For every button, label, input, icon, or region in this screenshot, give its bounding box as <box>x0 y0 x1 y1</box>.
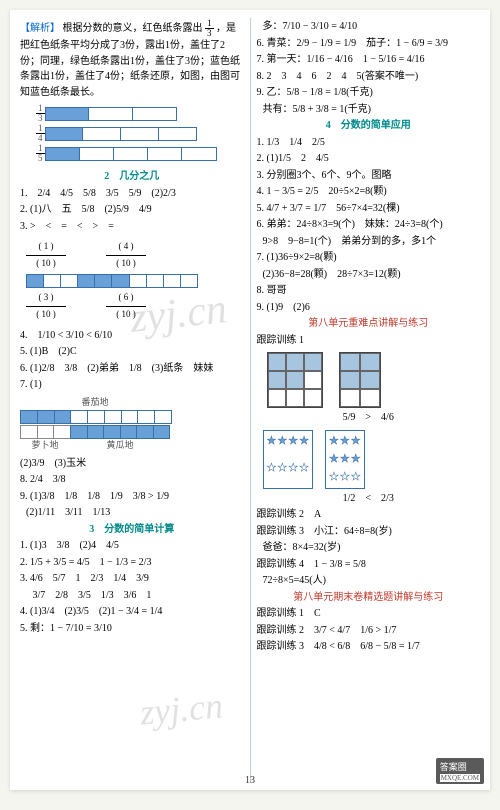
bar-1-3 <box>45 107 177 121</box>
badge-bottom: MXQE.COM <box>440 774 480 782</box>
bar-row: 14 <box>32 124 244 143</box>
s3-1: 1. (1)3 3/8 (2)4 4/5 <box>20 538 244 554</box>
r9: 9. 乙：5/8 − 1/8 = 1/8(千克) <box>257 85 481 101</box>
stars-1-2: ★★★★ ★★★★ <box>263 430 314 489</box>
fraction-bars: 13 14 15 <box>32 104 244 163</box>
bar-label: 13 <box>36 104 45 123</box>
s4-6: 6. 弟弟：24÷8×3=9(个) 妹妹：24÷3=8(个) <box>257 217 481 233</box>
grid-5-9 <box>267 352 323 408</box>
column-divider <box>250 18 251 782</box>
s3-5: 5. 剩：1 − 7/10 = 3/10 <box>20 621 244 637</box>
bar-row: 15 <box>32 144 244 163</box>
veg-top-label: 番茄地 <box>20 396 170 410</box>
s4-6b: 9>8 9−8=1(个) 弟弟分到的多，多1个 <box>257 234 481 250</box>
q9b: (2)1/11 3/11 1/13 <box>20 505 244 521</box>
section-4-title: 4 分数的简单应用 <box>257 118 481 134</box>
q8: 8. 2/4 3/8 <box>20 472 244 488</box>
br-top: ( 1 ) ( 10 ) <box>26 240 66 271</box>
q5: 5. (1)B (2)C <box>20 344 244 360</box>
corner-badge: 答案圈 MXQE.COM <box>436 758 484 784</box>
f2: 跟踪训练 2 3/7 < 4/7 1/6 > 1/7 <box>257 623 481 639</box>
s4-8: 8. 哥哥 <box>257 283 481 299</box>
r8: 8. 2 3 4 6 2 4 5(答案不唯一) <box>257 69 481 85</box>
track4: 跟踪训练 4 1 − 3/8 = 5/8 <box>257 557 481 573</box>
stars-2-3: ★★★ ★★★ ★★★ <box>325 430 365 489</box>
r-cont: 多：7/10 − 3/10 = 4/10 <box>257 19 481 35</box>
veg-left-label: 萝卜地 <box>20 439 70 453</box>
f3: 跟踪训练 3 4/8 < 6/8 6/8 − 5/8 = 1/7 <box>257 639 481 655</box>
q7b: (2)3/9 (3)玉米 <box>20 456 244 472</box>
track1: 跟踪训练 1 <box>257 333 481 349</box>
s3-3: 3. 4/6 5/7 1 2/3 1/4 3/9 <box>20 571 244 587</box>
s4-2: 2. (1)1/5 2 4/5 <box>257 151 481 167</box>
q7: 7. (1) <box>20 377 244 393</box>
track3b: 爸爸：8×4=32(岁) <box>257 540 481 556</box>
unit8-title: 第八单元重难点讲解与练习 <box>257 316 481 332</box>
bar-label: 15 <box>36 144 45 163</box>
frac-1-3: 13 <box>205 19 214 38</box>
right-column: 多：7/10 − 3/10 = 4/10 6. 青菜：2/9 − 1/9 = 1… <box>257 18 481 782</box>
analysis-text-1: 根据分数的意义，红色纸条露出 <box>63 23 203 34</box>
section-2-title: 2 几分之几 <box>20 169 244 185</box>
page-number: 13 <box>245 775 255 786</box>
badge-top: 答案圈 <box>440 762 467 772</box>
grid-pair <box>267 352 481 408</box>
page: 【解析】 根据分数的意义，红色纸条露出 13 ，是把红色纸条平均分成了3份，露出… <box>10 10 490 790</box>
track2: 跟踪训练 2 A <box>257 507 481 523</box>
track3: 跟踪训练 3 小江：64÷8=8(岁) <box>257 524 481 540</box>
br-bot: ( 3 ) ( 10 ) <box>26 291 66 322</box>
s3-2: 2. 1/5 + 3/5 = 4/5 1 − 1/3 = 2/3 <box>20 555 244 571</box>
stars-pair: ★★★★ ★★★★ ★★★ ★★★ ★★★ <box>263 430 481 489</box>
q3: 3. > < = < > = <box>20 219 244 235</box>
bar-1-4 <box>45 127 197 141</box>
s3-3b: 3/7 2/8 3/5 1/3 3/6 1 <box>20 588 244 604</box>
s4-9: 9. (1)9 (2)6 <box>257 300 481 316</box>
q9: 9. (1)3/8 1/8 1/8 1/9 3/8 > 1/9 <box>20 489 244 505</box>
r7: 7. 第一天：1/16 − 4/16 1 − 5/16 = 4/16 <box>257 52 481 68</box>
s3-4: 4. (1)3/4 (2)3/5 (2)1 − 3/4 = 1/4 <box>20 604 244 620</box>
grid-4-6 <box>339 352 381 408</box>
bar-1-5 <box>45 147 217 161</box>
q4: 4. 1/10 < 3/10 < 6/10 <box>20 328 244 344</box>
s4-7b: (2)36−8=28(颗) 28÷7×3=12(颗) <box>257 267 481 283</box>
f1: 跟踪训练 1 C <box>257 606 481 622</box>
veg-right-label: 黄瓜地 <box>70 439 170 453</box>
br-bot: ( 6 ) ( 10 ) <box>106 291 146 322</box>
r9b: 共有：5/8 + 3/8 = 1(千克) <box>257 102 481 118</box>
grid-caption: 5/9 > 4/6 <box>257 410 481 426</box>
vegetable-diagram: 番茄地 萝卜地黄瓜地 <box>20 396 244 453</box>
left-column: 【解析】 根据分数的意义，红色纸条露出 13 ，是把红色纸条平均分成了3份，露出… <box>20 18 244 782</box>
s4-3: 3. 分别圈3个、6个、9个。图略 <box>257 168 481 184</box>
s4-5: 5. 4/7 + 3/7 = 1/7 56÷7×4=32(棵) <box>257 201 481 217</box>
section-3-title: 3 分数的简单计算 <box>20 522 244 538</box>
analysis-block: 【解析】 根据分数的意义，红色纸条露出 13 ，是把红色纸条平均分成了3份，露出… <box>20 19 244 100</box>
s4-7: 7. (1)36÷9×2=8(颗) <box>257 250 481 266</box>
stars-caption: 1/2 < 2/3 <box>257 491 481 507</box>
q2: 2. (1)八 五 5/8 (2)5/9 4/9 <box>20 202 244 218</box>
track4b: 72÷8×5=45(人) <box>257 573 481 589</box>
s4-1: 1. 1/3 1/4 2/5 <box>257 135 481 151</box>
br-top: ( 4 ) ( 10 ) <box>106 240 146 271</box>
bar-label: 14 <box>36 124 45 143</box>
two-column-layout: 【解析】 根据分数的意义，红色纸条露出 13 ，是把红色纸条平均分成了3份，露出… <box>20 18 480 782</box>
final-title: 第八单元期末卷精选题讲解与练习 <box>257 590 481 606</box>
analysis-label: 【解析】 <box>20 23 60 34</box>
q6: 6. (1)2/8 3/8 (2)弟弟 1/8 (3)纸条 妹妹 <box>20 361 244 377</box>
bar-row: 13 <box>32 104 244 123</box>
bracket-diagram: ( 1 ) ( 10 ) ( 4 ) ( 10 ) <box>26 240 244 322</box>
s4-4: 4. 1 − 3/5 = 2/5 20÷5×2=8(颗) <box>257 184 481 200</box>
q1: 1. 2/4 4/5 5/8 3/5 5/9 (2)2/3 <box>20 186 244 202</box>
r6: 6. 青菜：2/9 − 1/9 = 1/9 茄子：1 − 6/9 = 3/9 <box>257 36 481 52</box>
